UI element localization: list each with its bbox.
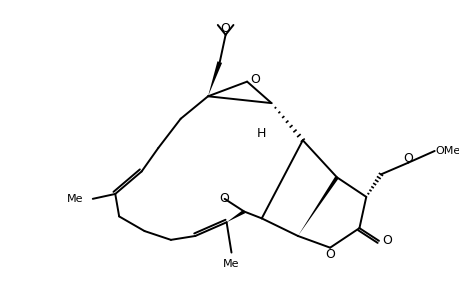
Text: OMe: OMe [435,146,459,156]
Polygon shape [207,61,222,96]
Text: O: O [325,248,334,261]
Text: H: H [257,127,266,140]
Text: O: O [381,234,391,247]
Text: Me: Me [223,259,239,269]
Polygon shape [297,176,338,236]
Text: O: O [249,73,259,86]
Text: O: O [219,192,229,205]
Text: Me: Me [67,194,83,204]
Text: O: O [403,152,412,165]
Polygon shape [226,210,245,222]
Text: O: O [220,22,230,35]
